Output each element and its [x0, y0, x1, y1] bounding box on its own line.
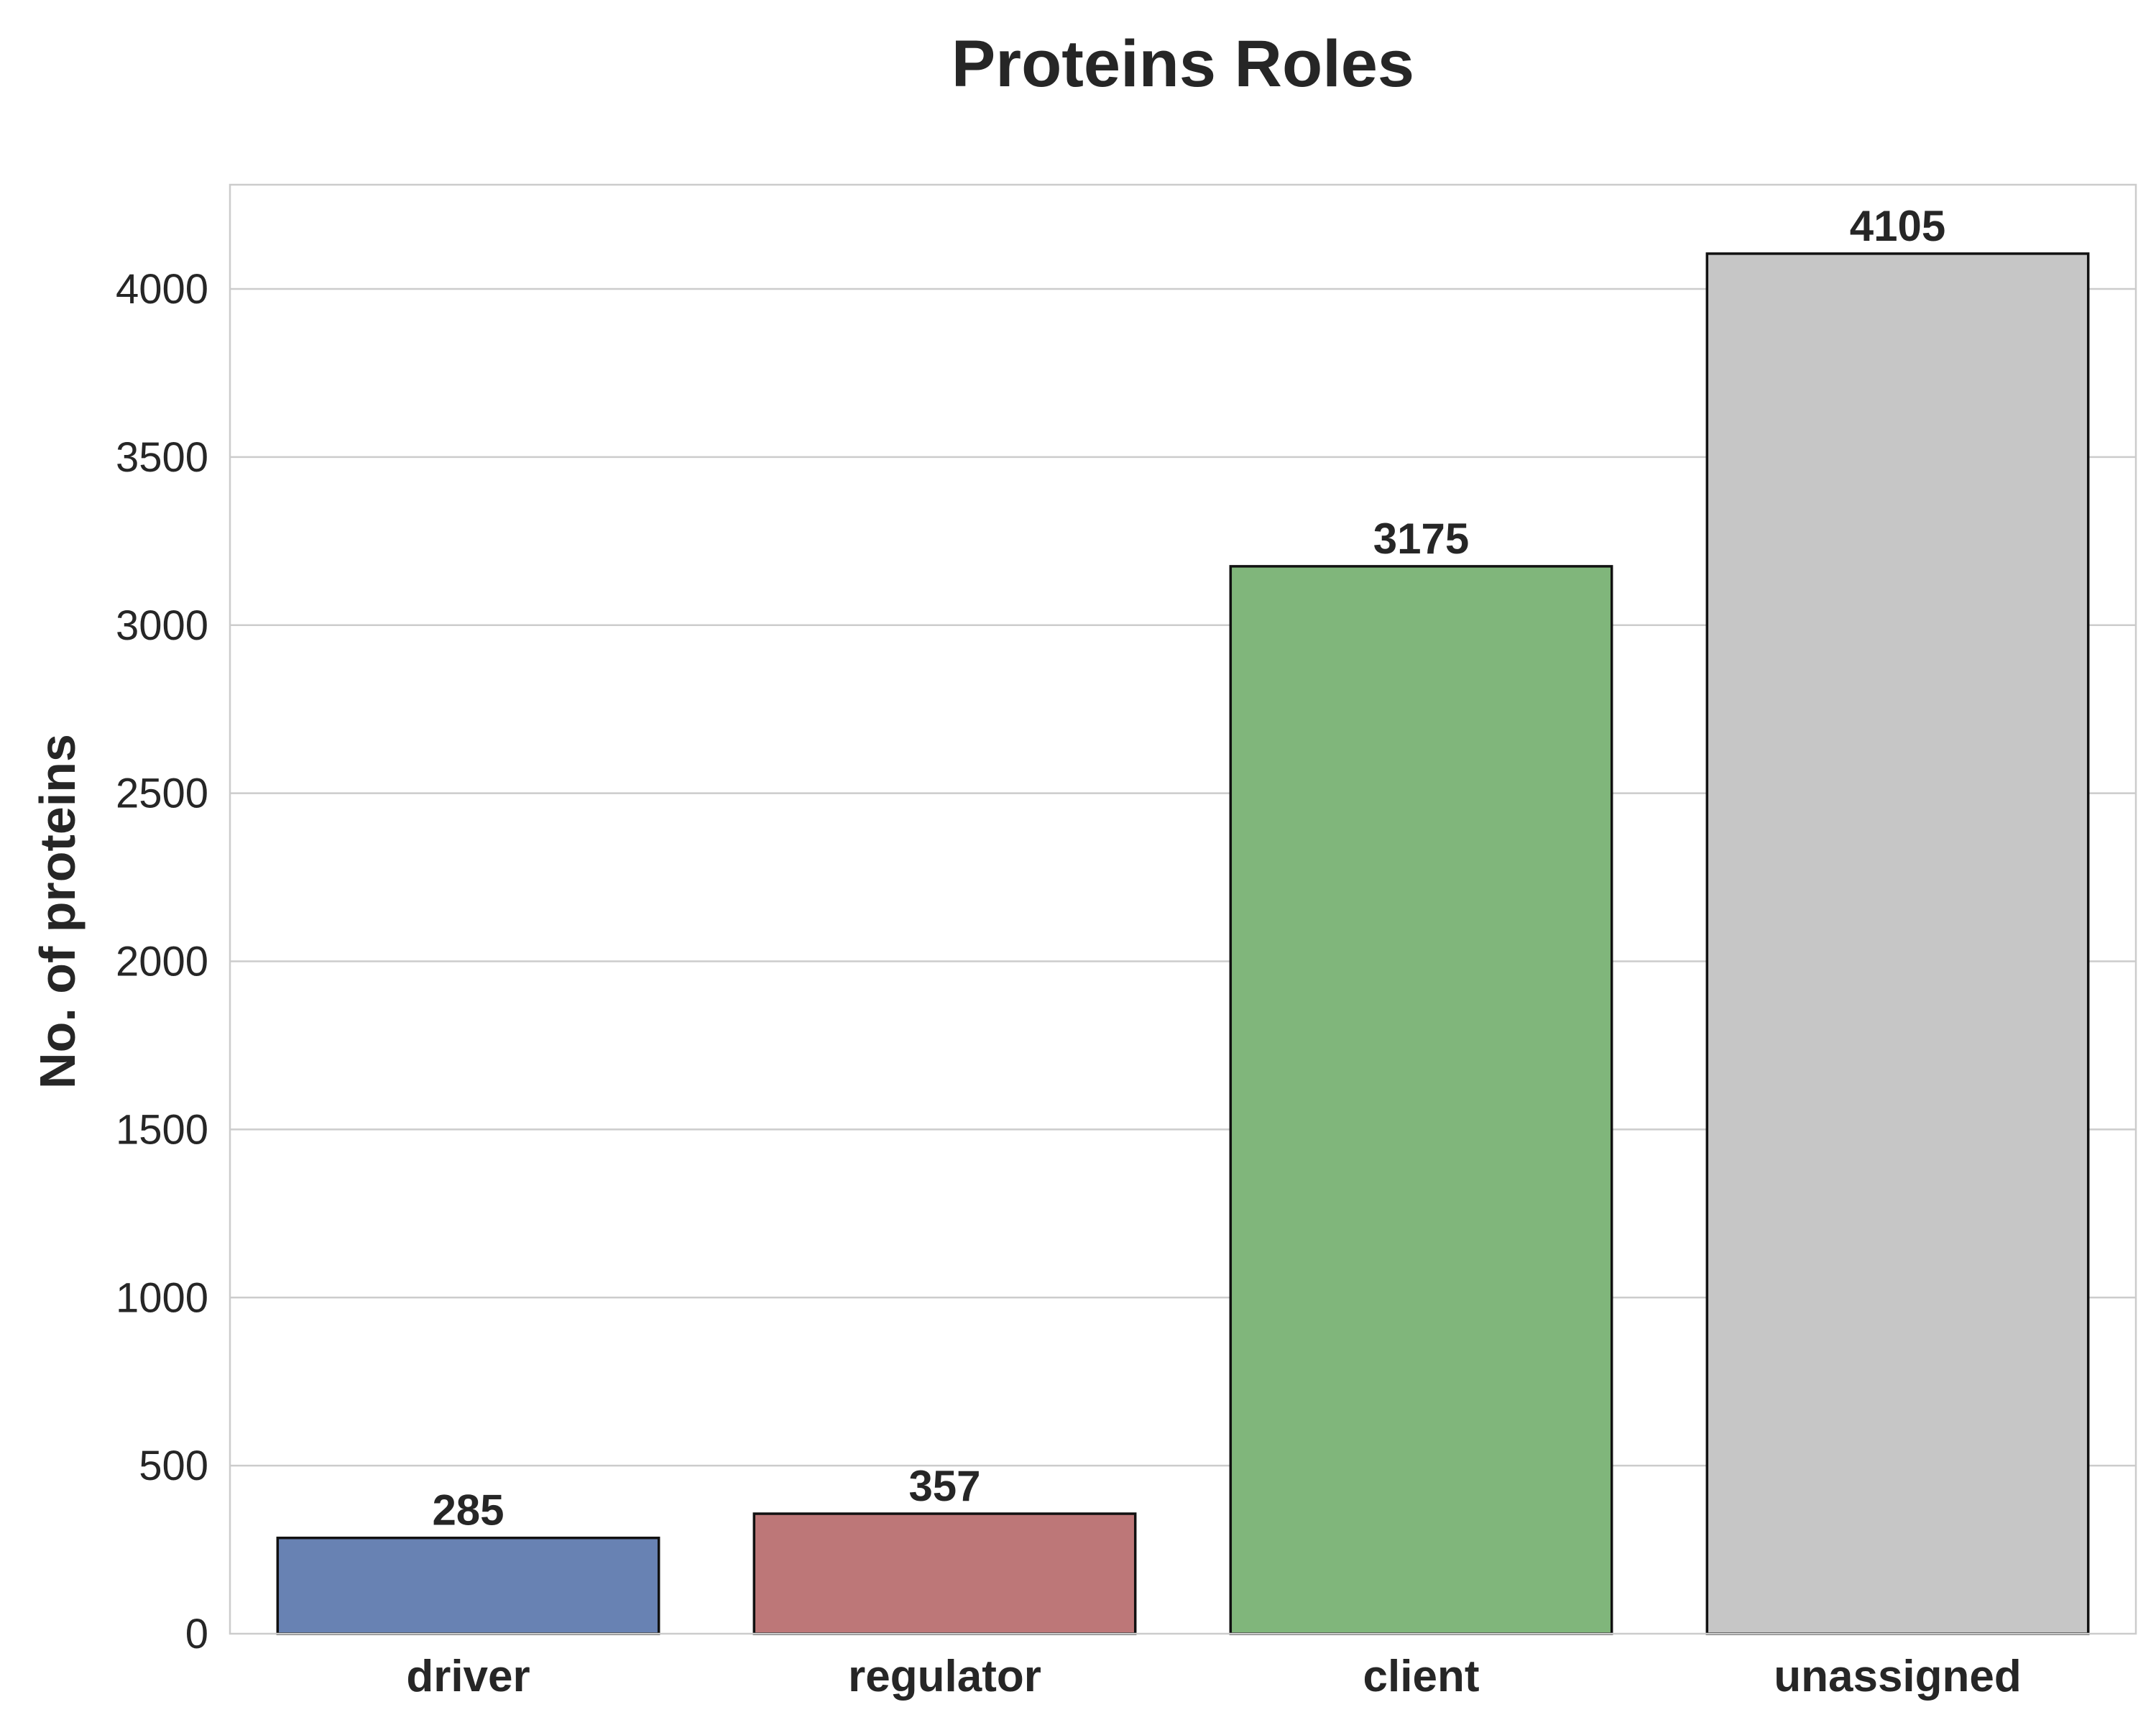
bar-unassigned	[1705, 252, 2090, 1635]
x-tick-label-client: client	[1363, 1652, 1480, 1701]
data-label-regulator: 357	[908, 1462, 980, 1510]
y-axis-label: No. of proteins	[29, 734, 86, 1089]
gridlines	[230, 288, 2136, 1467]
x-axis-ticks: driver regulator client unassigned	[406, 1652, 2021, 1701]
y-axis-ticks: 0 500 1000 1500 2000 2500 3000 3500 4000	[116, 266, 208, 1657]
bar-client	[1229, 565, 1613, 1635]
x-tick-label-regulator: regulator	[848, 1652, 1041, 1701]
y-tick-label: 2000	[116, 939, 208, 985]
data-label-unassigned: 4105	[1850, 202, 1945, 250]
y-tick-label: 500	[139, 1443, 208, 1489]
x-tick-label-unassigned: unassigned	[1774, 1652, 2022, 1701]
plot-frame	[229, 183, 2137, 1635]
chart-title: Proteins Roles	[952, 27, 1414, 101]
data-label-client: 3175	[1373, 515, 1469, 563]
data-label-driver: 285	[432, 1486, 504, 1535]
bar-regulator	[752, 1512, 1137, 1635]
y-tick-label: 0	[185, 1611, 208, 1657]
x-tick-label-driver: driver	[406, 1652, 530, 1701]
y-tick-label: 4000	[116, 266, 208, 313]
y-tick-label: 3000	[116, 602, 208, 649]
bars	[276, 252, 2090, 1635]
y-tick-label: 2500	[116, 770, 208, 817]
y-tick-label: 3500	[116, 434, 208, 481]
y-tick-label: 1500	[116, 1106, 208, 1153]
y-tick-label: 1000	[116, 1274, 208, 1321]
data-labels: 285 357 3175 4105	[432, 202, 1945, 1535]
bar-driver	[276, 1536, 660, 1635]
